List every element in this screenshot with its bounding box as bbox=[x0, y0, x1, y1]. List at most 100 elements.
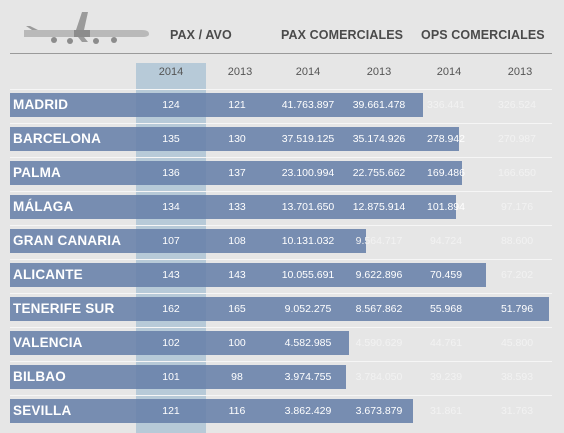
cell-pax-avo-2014: 102 bbox=[162, 337, 180, 349]
cell-ops-com-2013: 31.763 bbox=[500, 405, 534, 417]
cell-pax-com-2014: 37.519.125 bbox=[281, 133, 335, 145]
city-label: VALENCIA bbox=[13, 335, 83, 350]
cell-pax-avo-2014: 134 bbox=[162, 201, 180, 213]
city-label: SEVILLA bbox=[13, 403, 72, 418]
header-pax-comerciales: PAX COMERCIALES bbox=[281, 28, 404, 42]
cell-pax-com-2013: 22.755.662 bbox=[352, 167, 406, 179]
cell-pax-com-2013: 8.567.862 bbox=[355, 303, 403, 315]
cell-pax-avo-2013: 130 bbox=[228, 133, 246, 145]
cell-pax-com-2013: 9.564.717 bbox=[355, 235, 403, 247]
cell-pax-com-2013: 35.174.926 bbox=[352, 133, 406, 145]
city-label: ALICANTE bbox=[13, 267, 83, 282]
cell-pax-avo-2013: 100 bbox=[228, 337, 246, 349]
header-divider bbox=[10, 53, 552, 54]
cell-pax-avo-2013: 137 bbox=[228, 167, 246, 179]
cell-pax-avo-2014: 135 bbox=[162, 133, 180, 145]
bar bbox=[10, 93, 423, 117]
bar bbox=[10, 229, 366, 253]
cell-ops-com-2013: 97.176 bbox=[500, 201, 534, 213]
cell-pax-com-2013: 3.673.879 bbox=[355, 405, 403, 417]
cell-ops-com-2013: 88.600 bbox=[500, 235, 534, 247]
header-ops-comerciales: OPS COMERCIALES bbox=[421, 28, 545, 42]
cell-ops-com-2013: 38.593 bbox=[500, 371, 534, 383]
cell-pax-com-2013: 3.784.050 bbox=[355, 371, 403, 383]
cell-pax-com-2014: 3.862.429 bbox=[284, 405, 332, 417]
city-label: BILBAO bbox=[13, 369, 66, 384]
row-divider bbox=[10, 327, 552, 328]
row-divider bbox=[10, 123, 552, 124]
cell-pax-avo-2014: 101 bbox=[162, 371, 180, 383]
row-divider bbox=[10, 157, 552, 158]
cell-pax-com-2014: 3.974.755 bbox=[284, 371, 332, 383]
airplane-icon bbox=[24, 12, 149, 44]
cell-pax-com-2014: 41.763.897 bbox=[281, 99, 335, 111]
bar bbox=[10, 263, 486, 287]
row-divider bbox=[10, 89, 552, 90]
bar bbox=[10, 365, 346, 389]
year-ops-com-2013: 2013 bbox=[507, 66, 533, 78]
header-pax-avo: PAX / AVO bbox=[170, 28, 232, 42]
cell-ops-com-2013: 270.987 bbox=[498, 133, 536, 145]
cell-pax-avo-2014: 124 bbox=[162, 99, 180, 111]
bar bbox=[10, 297, 549, 321]
bar bbox=[10, 399, 413, 423]
cell-ops-com-2014: 278.942 bbox=[427, 133, 465, 145]
cell-pax-avo-2014: 136 bbox=[162, 167, 180, 179]
row-divider bbox=[10, 361, 552, 362]
year-pax-avo-2014: 2014 bbox=[158, 66, 184, 78]
cell-ops-com-2014: 94.724 bbox=[429, 235, 463, 247]
row-divider bbox=[10, 225, 552, 226]
year-pax-com-2014: 2014 bbox=[295, 66, 321, 78]
cell-pax-avo-2014: 162 bbox=[162, 303, 180, 315]
year-ops-com-2014: 2014 bbox=[436, 66, 462, 78]
cell-pax-avo-2014: 121 bbox=[162, 405, 180, 417]
row-divider bbox=[10, 191, 552, 192]
cell-pax-com-2013: 9.622.896 bbox=[355, 269, 403, 281]
cell-ops-com-2014: 55.968 bbox=[429, 303, 463, 315]
city-label: MADRID bbox=[13, 97, 69, 112]
cell-ops-com-2013: 326.524 bbox=[498, 99, 536, 111]
cell-pax-com-2014: 10.131.032 bbox=[281, 235, 335, 247]
cell-pax-com-2013: 39.661.478 bbox=[352, 99, 406, 111]
cell-pax-avo-2013: 143 bbox=[228, 269, 246, 281]
cell-ops-com-2013: 67.202 bbox=[500, 269, 534, 281]
row-divider bbox=[10, 259, 552, 260]
cell-ops-com-2013: 166.650 bbox=[498, 167, 536, 179]
cell-pax-avo-2013: 121 bbox=[228, 99, 246, 111]
city-label: GRAN CANARIA bbox=[13, 233, 122, 248]
cell-ops-com-2014: 336.441 bbox=[427, 99, 465, 111]
cell-pax-com-2014: 4.582.985 bbox=[284, 337, 332, 349]
row-divider bbox=[10, 293, 552, 294]
row-divider bbox=[10, 395, 552, 396]
city-label: BARCELONA bbox=[13, 131, 102, 146]
cell-pax-avo-2013: 165 bbox=[228, 303, 246, 315]
cell-pax-com-2014: 10.055.691 bbox=[281, 269, 335, 281]
cell-ops-com-2014: 70.459 bbox=[429, 269, 463, 281]
cell-pax-avo-2013: 98 bbox=[231, 371, 243, 383]
cell-pax-com-2014: 23.100.994 bbox=[281, 167, 335, 179]
cell-ops-com-2014: 31.861 bbox=[429, 405, 463, 417]
cell-ops-com-2014: 101.894 bbox=[427, 201, 465, 213]
cell-pax-com-2013: 12.875.914 bbox=[352, 201, 406, 213]
cell-pax-avo-2013: 108 bbox=[228, 235, 246, 247]
city-label: MÁLAGA bbox=[13, 199, 74, 214]
cell-pax-com-2013: 4.590.629 bbox=[355, 337, 403, 349]
cell-pax-avo-2014: 107 bbox=[162, 235, 180, 247]
cell-ops-com-2014: 39.239 bbox=[429, 371, 463, 383]
cell-pax-com-2014: 9.052.275 bbox=[284, 303, 332, 315]
cell-pax-avo-2013: 116 bbox=[228, 405, 246, 417]
cell-pax-com-2014: 13.701.650 bbox=[281, 201, 335, 213]
city-label: TENERIFE SUR bbox=[13, 301, 115, 316]
year-pax-avo-2013: 2013 bbox=[227, 66, 253, 78]
cell-pax-avo-2013: 133 bbox=[228, 201, 246, 213]
year-pax-com-2013: 2013 bbox=[366, 66, 392, 78]
cell-ops-com-2013: 51.796 bbox=[500, 303, 534, 315]
cell-ops-com-2013: 45.800 bbox=[500, 337, 534, 349]
bar bbox=[10, 127, 459, 151]
bar bbox=[10, 195, 456, 219]
bar bbox=[10, 161, 462, 185]
cell-pax-avo-2014: 143 bbox=[162, 269, 180, 281]
city-label: PALMA bbox=[13, 165, 61, 180]
cell-ops-com-2014: 44.761 bbox=[429, 337, 463, 349]
